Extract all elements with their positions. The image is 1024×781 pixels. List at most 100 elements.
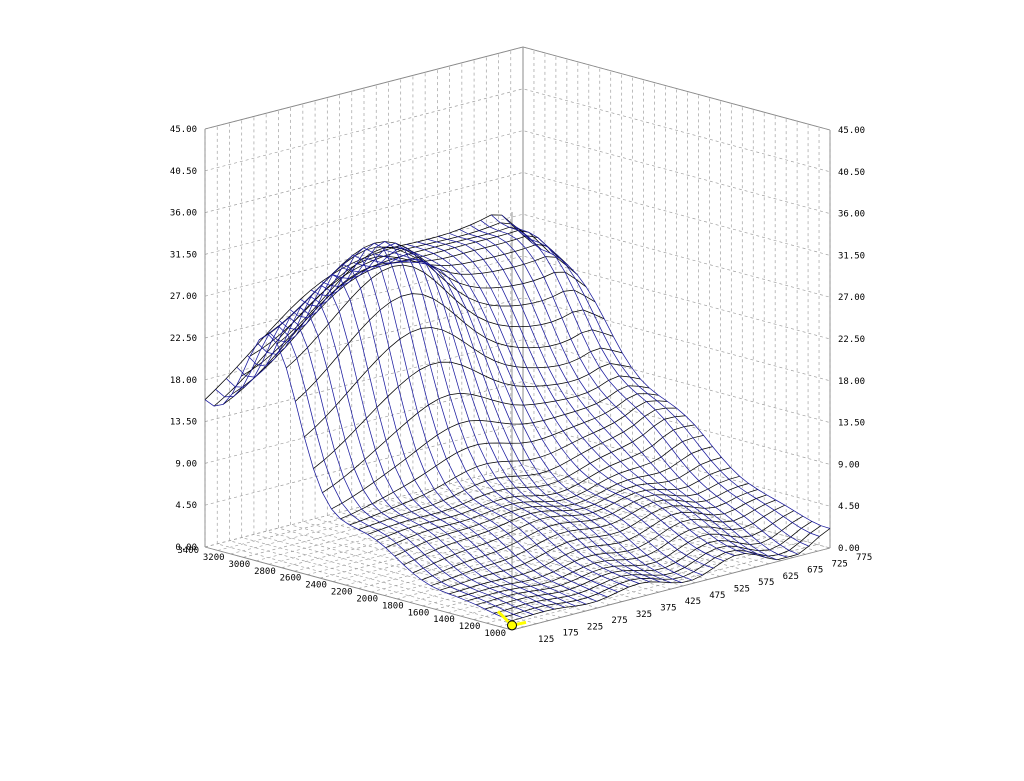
floor-gridline (363, 505, 672, 590)
z-tick-label-left: 36.00 (170, 209, 197, 219)
floor-gridline (473, 477, 782, 561)
floor-gridline (510, 467, 818, 552)
mesh-line-load (225, 316, 534, 615)
wall-z-gridline (204, 422, 831, 507)
load-tick-label: 125 (538, 635, 554, 645)
z-tick-label-right: 4.50 (838, 502, 860, 512)
mesh-line-load (215, 326, 523, 619)
mesh-line-rpm (222, 226, 542, 405)
rpm-tick-label: 2600 (280, 574, 302, 584)
z-tick-label-left: 31.50 (170, 250, 197, 260)
floor-gridline (253, 534, 562, 618)
mesh-line-load (289, 254, 597, 602)
z-tick-label-left: 22.50 (170, 334, 197, 344)
floor-gridline (461, 480, 769, 565)
floor-gridline (294, 488, 613, 572)
frame-top (204, 46, 831, 131)
rpm-tick-label: 2400 (305, 581, 327, 591)
rpm-tick-label: 1800 (382, 601, 404, 611)
floor-gridline (351, 508, 659, 593)
mesh-line-load (332, 242, 640, 584)
wall-z-gridline (204, 130, 831, 214)
wall-z-gridline (204, 255, 831, 340)
mesh-line-load (501, 214, 809, 547)
floor-gridline (358, 506, 677, 589)
mesh-line-load (490, 214, 799, 555)
z-tick-label-left: 27.00 (170, 292, 197, 302)
load-tick-label: 725 (832, 559, 848, 569)
mesh-line-load (374, 253, 682, 583)
wall-z-gridline (204, 213, 831, 298)
mesh-line-rpm (295, 293, 614, 402)
mesh-line-rpm (376, 424, 695, 541)
floor-gridline (302, 521, 610, 606)
rpm-tick-label: 1600 (408, 608, 430, 618)
mesh-line-load (247, 296, 555, 610)
mesh-line-load (363, 257, 672, 584)
floor-gridline (376, 502, 684, 587)
mesh-line-load (469, 224, 778, 561)
floor-gridline (400, 496, 708, 580)
floor-gridline (460, 533, 779, 617)
mesh-line-load (480, 219, 788, 558)
rpm-tick-label: 3200 (203, 553, 225, 563)
z-tick-label-right: 40.50 (838, 168, 865, 178)
floor-gridline (290, 524, 598, 609)
load-tick-label: 775 (856, 553, 872, 563)
floor-gridline (437, 486, 745, 571)
rpm-tick-label: 3400 (177, 546, 199, 556)
floor-gridline (217, 543, 525, 628)
floor-gridline (498, 470, 806, 555)
rpm-tick-label: 3000 (228, 560, 250, 570)
load-tick-label: 625 (783, 572, 799, 582)
z-tick-label-left: 9.00 (175, 459, 197, 469)
mesh-line-load (268, 273, 576, 607)
marker-dot (507, 620, 517, 631)
floor-gridline (345, 502, 664, 586)
mesh-line-load (448, 232, 756, 556)
z-tick-label-left: 45.00 (170, 125, 197, 135)
mesh-line-load (278, 263, 587, 605)
z-tick-label-left: 40.50 (170, 167, 197, 177)
z-tick-label-left: 18.00 (170, 376, 197, 386)
rpm-tick-label: 2200 (331, 588, 353, 598)
floor-gridline (230, 471, 549, 555)
mesh-line-load (236, 306, 544, 612)
wall-z-gridline (204, 339, 831, 423)
floor-gridline (409, 519, 728, 603)
wall-z-gridline (204, 46, 831, 131)
z-axis-right-ticks: 0.00 4.50 9.00 13.50 18.00 22.50 27.00 31.50 36.… (838, 126, 865, 554)
z-tick-label-left: 0.00 (175, 543, 197, 553)
load-tick-label: 475 (709, 591, 725, 601)
floor-gridline (522, 464, 831, 549)
mesh-line-load (204, 333, 513, 622)
load-tick-label: 425 (685, 597, 701, 607)
mesh-line-load (310, 242, 619, 593)
mesh-line-load (353, 253, 661, 583)
floor-gridline (229, 540, 537, 625)
load-axis-ticks: 125 175 225 275 325 375 425 475 525 575 625 675 725 7… (538, 553, 872, 645)
wall-z-gridline (204, 172, 831, 256)
rpm-tick-label: 1000 (484, 629, 506, 639)
z-axis-left-ticks: 0.00 4.50 9.00 13.50 18.00 22.50 27.00 31.50 36.… (170, 125, 197, 553)
z-tick-label-right: 13.50 (838, 419, 865, 429)
floor-gridline (217, 468, 536, 551)
floor-gridline (473, 537, 792, 620)
load-tick-label: 225 (587, 622, 603, 632)
floor-gridline (449, 483, 757, 568)
z-tick-label-right: 0.00 (838, 544, 860, 554)
wall-z-gridline (204, 88, 831, 173)
rpm-tick-label: 1400 (433, 615, 455, 625)
mesh-line-rpm (439, 489, 758, 591)
mesh-line-load (300, 247, 608, 598)
floor-gridline (486, 474, 794, 558)
mesh-line-load (522, 232, 831, 529)
load-tick-label: 275 (611, 616, 627, 626)
selected-point-marker (496, 610, 527, 631)
wall-z-gridline (204, 381, 831, 465)
mesh-line-load (427, 239, 735, 556)
floor-gridline (327, 515, 635, 599)
z-tick-label-right: 31.50 (838, 251, 865, 261)
